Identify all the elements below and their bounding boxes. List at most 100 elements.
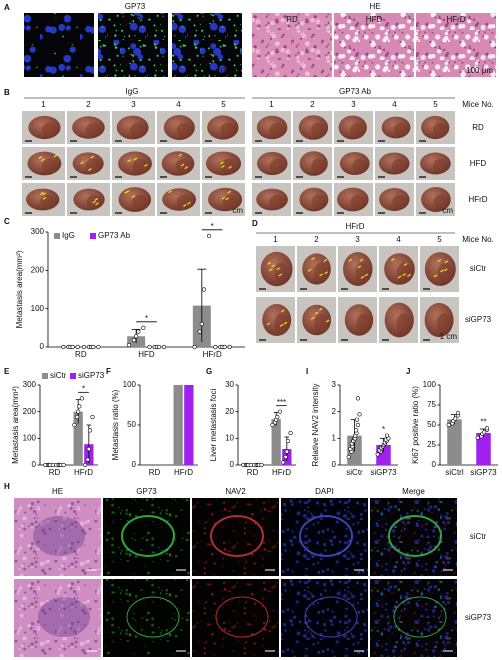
panel-label: E <box>4 367 10 376</box>
liver-lobe <box>274 313 289 334</box>
y-tick-label: 1 <box>332 433 337 442</box>
data-point <box>375 452 380 457</box>
liver-lobe <box>269 122 284 138</box>
arrow <box>279 323 284 327</box>
y-axis-label: Liver metastasis foci <box>209 389 218 462</box>
tumor-region <box>126 596 180 638</box>
liver-lobe <box>396 313 411 334</box>
liver-lobe <box>311 122 326 138</box>
section-title: IgG <box>126 87 139 96</box>
arrow <box>221 196 226 200</box>
micrograph <box>103 498 190 576</box>
micrograph <box>172 13 242 77</box>
y-tick-label: 300 <box>23 380 37 389</box>
y-tick-label: 0 <box>432 460 437 469</box>
arrow <box>266 322 271 326</box>
y-tick-label: 200 <box>23 407 37 416</box>
data-point <box>77 404 82 409</box>
tumor-region <box>121 515 175 557</box>
y-tick-label: 2 <box>332 407 337 416</box>
group-label: HFrD <box>197 15 216 24</box>
row-label: RD <box>472 123 484 132</box>
mouse-number: 5 <box>433 100 438 109</box>
scale-label: 100 μm <box>466 66 493 75</box>
arrow <box>220 161 224 165</box>
data-point <box>161 344 167 350</box>
data-point <box>61 344 66 350</box>
legend-swatch <box>90 233 96 239</box>
panel-label: J <box>406 367 410 376</box>
arrow <box>80 161 85 165</box>
column-header: NAV2 <box>225 487 246 496</box>
section-title: GP73 Ab <box>339 87 372 96</box>
column-header: HE <box>52 487 63 496</box>
y-tick-label: 25 <box>427 440 436 449</box>
arrow <box>38 156 43 160</box>
arrow <box>402 273 406 277</box>
liver-lobe <box>220 122 236 138</box>
liver-lobe <box>393 122 408 138</box>
micrograph <box>370 498 457 576</box>
row-label: siGP73 <box>465 315 492 324</box>
arrow <box>440 269 444 273</box>
arrow <box>227 190 231 194</box>
section-title: GP73 <box>125 2 146 11</box>
micrograph <box>98 13 168 77</box>
data-point <box>96 344 101 350</box>
arrow <box>228 165 232 169</box>
liver-lobe <box>391 194 407 210</box>
arrow <box>271 264 275 268</box>
liver-lobe <box>314 313 329 334</box>
micrograph <box>370 579 457 657</box>
arrow <box>391 258 395 262</box>
legend-swatch <box>42 373 48 379</box>
x-tick-label: HFrD <box>74 468 93 477</box>
liver-lobe <box>130 122 146 138</box>
data-point <box>156 344 162 350</box>
micrograph <box>416 13 496 77</box>
significance: *** <box>277 398 286 407</box>
liver-lobe <box>85 122 102 138</box>
arrow <box>267 261 272 265</box>
data-point <box>355 422 361 428</box>
arrow <box>90 155 95 159</box>
liver-lobe <box>85 158 102 174</box>
arrow <box>133 157 138 161</box>
tumor-region <box>210 515 264 557</box>
arrow <box>276 267 281 271</box>
liver-lobe <box>220 158 237 174</box>
bar <box>184 385 194 465</box>
tumor-region <box>304 596 358 638</box>
x-tick-label: HFrD <box>203 350 222 359</box>
y-axis-label: Metastasis ratio (%) <box>111 389 120 460</box>
significance: * <box>82 384 85 393</box>
data-point <box>213 344 218 350</box>
data-point <box>277 409 282 414</box>
significance: * <box>382 425 385 434</box>
significance: * <box>145 314 148 323</box>
mouse-number: 5 <box>437 235 442 244</box>
arrow <box>92 200 96 204</box>
y-tick-label: 75 <box>427 400 436 409</box>
y-tick-label: 200 <box>31 265 45 274</box>
arrow <box>314 311 319 315</box>
liver-lobe <box>433 158 448 174</box>
liver-lobe <box>311 194 326 210</box>
x-tick-label: HFrD <box>272 468 291 477</box>
arrow <box>88 167 92 171</box>
arrow <box>318 307 323 311</box>
liver-lobe <box>436 313 451 334</box>
data-point <box>206 233 212 238</box>
mouse-number: 2 <box>310 100 315 109</box>
mouse-number: 4 <box>396 235 401 244</box>
data-point <box>357 412 362 417</box>
column-header: Merge <box>402 487 425 496</box>
significance: ** <box>480 417 486 426</box>
data-point <box>192 344 197 350</box>
y-axis-label: Relative NAV2 intensity <box>311 384 320 467</box>
arrow <box>444 260 449 264</box>
x-tick-label: siGP73 <box>470 468 497 477</box>
legend-label: IgG <box>62 231 75 240</box>
y-axis-label: Ki67 positive ratio (%) <box>411 386 420 464</box>
